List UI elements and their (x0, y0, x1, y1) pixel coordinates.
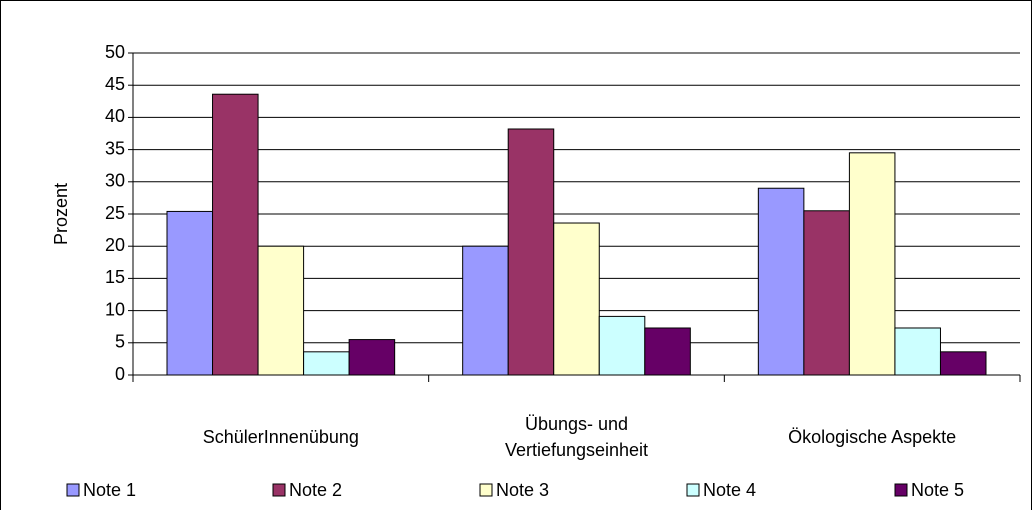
bar (166, 210, 214, 376)
bar (257, 245, 305, 376)
bar (348, 339, 396, 376)
y-tick-label: 10 (105, 299, 125, 319)
legend-swatch (272, 483, 286, 497)
bar (894, 327, 941, 376)
bar (212, 93, 259, 376)
y-tick-label: 25 (105, 203, 125, 223)
y-tick-label: 0 (115, 364, 125, 384)
legend-swatch (686, 483, 700, 497)
legend-swatch (479, 483, 493, 497)
legend-label: Note 3 (496, 480, 549, 500)
bar (939, 351, 987, 376)
bar (553, 222, 600, 376)
y-tick-label: 35 (105, 138, 125, 158)
x-tick-label: Übungs- und Vertiefungseinheit (504, 414, 649, 460)
legend-label: Note 2 (289, 480, 342, 500)
y-tick-label: 30 (105, 171, 125, 191)
y-tick-label: 40 (105, 106, 125, 126)
bar (644, 327, 691, 376)
legend-label: Note 4 (703, 480, 756, 500)
legend-label: Note 1 (83, 480, 136, 500)
y-tick-label: 45 (105, 74, 125, 94)
y-tick-label: 15 (105, 267, 125, 287)
bar (803, 210, 850, 376)
legend-swatch (894, 483, 908, 497)
legend-swatch (66, 483, 80, 497)
bar (598, 315, 646, 376)
bar (303, 351, 350, 376)
bar (507, 128, 555, 376)
bar (462, 245, 509, 376)
y-axis-label: Prozent (51, 183, 71, 245)
y-tick-label: 50 (105, 42, 125, 62)
x-tick-label: SchülerInnenübung (202, 427, 359, 447)
bar (848, 152, 896, 376)
y-tick-label: 5 (115, 332, 125, 352)
bar (757, 187, 805, 376)
y-tick-label: 20 (105, 235, 125, 255)
x-tick-label: Ökologische Aspekte (788, 427, 957, 447)
legend-label: Note 5 (911, 480, 964, 500)
